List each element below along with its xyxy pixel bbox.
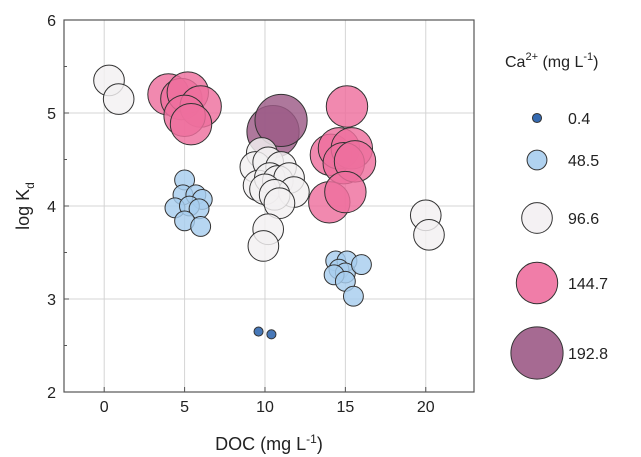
x-tick-label: 15	[336, 399, 354, 416]
y-tick-label: 6	[47, 13, 56, 30]
y-axis-title: log Kd	[13, 182, 37, 230]
legend: Ca2+ (mg L-1) 0.4 48.5 96.6 144.7 192.8	[505, 51, 608, 380]
x-tick-label: 0	[100, 399, 109, 416]
legend-label: 48.5	[568, 153, 599, 170]
data-point	[413, 219, 445, 251]
y-tick-label: 2	[47, 385, 56, 402]
x-tick-label: 5	[180, 399, 189, 416]
data-point	[169, 102, 213, 146]
legend-marker	[526, 149, 548, 171]
legend-label: 0.4	[568, 111, 590, 128]
legend-marker	[531, 112, 543, 124]
data-point	[102, 83, 135, 115]
data-point	[253, 326, 264, 337]
y-tick-label: 3	[47, 292, 56, 309]
legend-label: 96.6	[568, 211, 599, 228]
data-point	[342, 285, 364, 307]
data-point	[247, 230, 280, 262]
axis-ticks: 0 5 10 15 20 2 3 4 5 6	[47, 13, 435, 416]
x-tick-label: 10	[256, 399, 274, 416]
y-tick-label: 4	[47, 199, 56, 216]
y-tick-label: 5	[47, 106, 56, 123]
data-point	[324, 170, 367, 214]
data-point	[351, 254, 372, 276]
data-points	[93, 64, 445, 340]
legend-marker	[510, 326, 564, 380]
x-tick-label: 20	[417, 399, 435, 416]
data-point	[254, 93, 308, 148]
legend-title: Ca2+ (mg L-1)	[505, 51, 598, 71]
data-point	[190, 216, 212, 237]
data-point	[325, 85, 369, 128]
x-axis-title: DOC (mg L-1)	[215, 432, 323, 454]
legend-marker	[515, 261, 559, 305]
legend-label: 192.8	[568, 346, 608, 363]
data-point	[266, 329, 277, 340]
legend-label: 144.7	[568, 276, 608, 293]
legend-marker	[521, 202, 553, 234]
